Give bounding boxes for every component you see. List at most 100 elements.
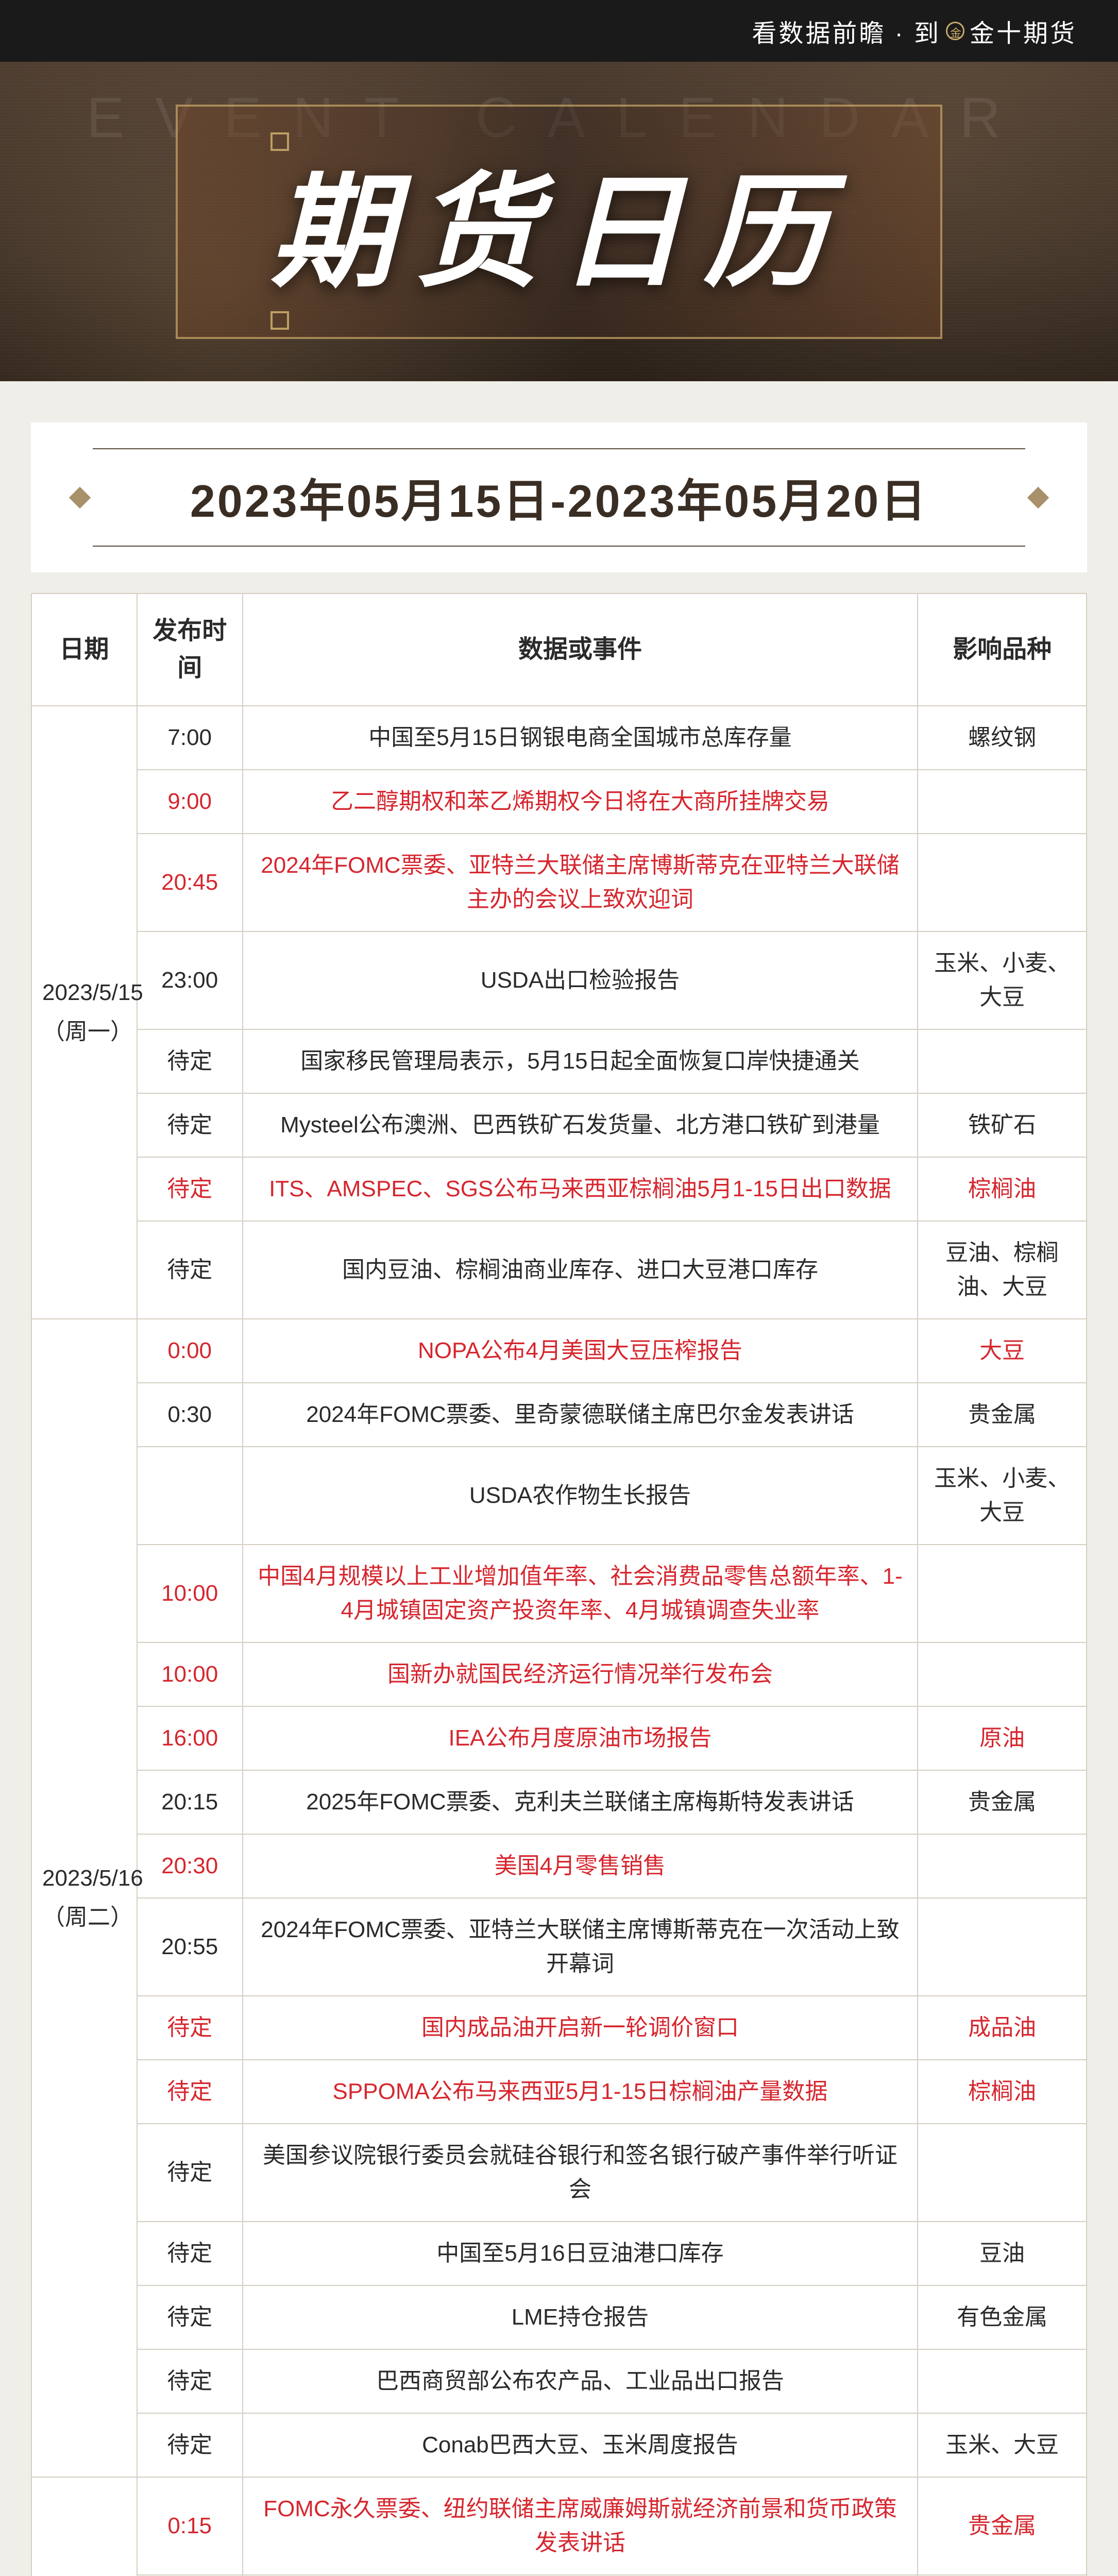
event-cell: Mysteel公布澳洲、巴西铁矿石发货量、北方港口铁矿到港量 (243, 1093, 918, 1157)
table-row: 待定美国参议院银行委员会就硅谷银行和签名银行破产事件举行听证会 (31, 2124, 1087, 2222)
time-cell: 待定 (137, 1996, 243, 2060)
impact-cell: 贵金属 (918, 1383, 1087, 1447)
impact-cell: 螺纹钢 (918, 706, 1087, 770)
event-cell: 美国4月零售销售 (243, 1834, 918, 1898)
time-cell: 待定 (137, 2222, 243, 2285)
impact-cell (918, 834, 1087, 931)
time-cell: 待定 (137, 2413, 243, 2477)
date-cell: 2023/5/15（周一） (31, 706, 137, 1319)
impact-cell: 玉米、大豆 (918, 2413, 1087, 2477)
time-cell: 20:30 (137, 1834, 243, 1898)
impact-cell: 棕榈油 (918, 1157, 1087, 1221)
table-row: 2023/5/17（周三）0:15FOMC永久票委、纽约联储主席威廉姆斯就经济前… (31, 2477, 1087, 2575)
diamond-icon (1027, 486, 1049, 508)
col-event: 数据或事件 (243, 594, 918, 706)
col-time: 发布时间 (137, 594, 243, 706)
table-row: 待定国家移民管理局表示，5月15日起全面恢复口岸快捷通关 (31, 1029, 1087, 1093)
event-cell: 中国至5月15日钢银电商全国城市总库存量 (243, 706, 918, 770)
diamond-icon (69, 486, 91, 508)
event-cell: USDA农作物生长报告 (243, 1447, 918, 1545)
time-cell: 待定 (137, 2124, 243, 2222)
event-cell: 乙二醇期权和苯乙烯期权今日将在大商所挂牌交易 (243, 770, 918, 834)
event-cell: 2024年FOMC票委、亚特兰大联储主席博斯蒂克在一次活动上致开幕词 (243, 1898, 918, 1996)
table-row: 20:152025年FOMC票委、克利夫兰联储主席梅斯特发表讲话贵金属 (31, 1770, 1087, 1834)
table-row: 2023/5/16（周二）0:00NOPA公布4月美国大豆压榨报告大豆 (31, 1319, 1087, 1383)
impact-cell: 玉米、小麦、大豆 (918, 931, 1087, 1029)
table-row: 16:00IEA公布月度原油市场报告原油 (31, 1706, 1087, 1770)
calendar-table: 日期 发布时间 数据或事件 影响品种 2023/5/15（周一）7:00中国至5… (31, 593, 1087, 2576)
time-cell: 10:00 (137, 1545, 243, 1642)
event-cell: FOMC永久票委、纽约联储主席威廉姆斯就经济前景和货币政策发表讲话 (243, 2477, 918, 2575)
table-row: 10:00中国4月规模以上工业增加值年率、社会消费品零售总额年率、1-4月城镇固… (31, 1545, 1087, 1642)
time-cell: 20:15 (137, 1770, 243, 1834)
impact-cell: 有色金属 (918, 2285, 1087, 2349)
event-cell: Conab巴西大豆、玉米周度报告 (243, 2413, 918, 2477)
date-range-banner: 2023年05月15日-2023年05月20日 (31, 422, 1087, 572)
impact-cell (918, 1834, 1087, 1898)
time-cell: 16:00 (137, 1706, 243, 1770)
impact-cell: 铁矿石 (918, 1093, 1087, 1157)
table-row: 待定SPPOMA公布马来西亚5月1-15日棕榈油产量数据棕榈油 (31, 2060, 1087, 2124)
table-row: 待定国内豆油、棕榈油商业库存、进口大豆港口库存豆油、棕榈油、大豆 (31, 1221, 1087, 1319)
impact-cell (918, 1898, 1087, 1996)
table-row: 10:00国新办就国民经济运行情况举行发布会 (31, 1642, 1087, 1706)
time-cell: 待定 (137, 2285, 243, 2349)
event-cell: 国内豆油、棕榈油商业库存、进口大豆港口库存 (243, 1221, 918, 1319)
event-cell: 2024年FOMC票委、亚特兰大联储主席博斯蒂克在亚特兰大联储主办的会议上致欢迎… (243, 834, 918, 931)
topbar-text-right: 金十期货 (970, 13, 1077, 49)
time-cell: 待定 (137, 1157, 243, 1221)
table-row: 20:30美国4月零售销售 (31, 1834, 1087, 1898)
table-row: 待定巴西商贸部公布农产品、工业品出口报告 (31, 2349, 1087, 2413)
impact-cell: 大豆 (918, 1319, 1087, 1383)
table-row: 20:452024年FOMC票委、亚特兰大联储主席博斯蒂克在亚特兰大联储主办的会… (31, 834, 1087, 931)
logo-icon (946, 22, 964, 40)
event-cell: 国内成品油开启新一轮调价窗口 (243, 1996, 918, 2060)
table-row: 9:00乙二醇期权和苯乙烯期权今日将在大商所挂牌交易 (31, 770, 1087, 834)
time-cell: 待定 (137, 2349, 243, 2413)
time-cell (137, 1447, 243, 1545)
time-cell: 待定 (137, 1093, 243, 1157)
table-row: 2023/5/15（周一）7:00中国至5月15日钢银电商全国城市总库存量螺纹钢 (31, 706, 1087, 770)
impact-cell: 贵金属 (918, 1770, 1087, 1834)
impact-cell: 玉米、小麦、大豆 (918, 1447, 1087, 1545)
time-cell: 待定 (137, 2060, 243, 2124)
impact-cell: 棕榈油 (918, 2060, 1087, 2124)
impact-cell (918, 1642, 1087, 1706)
impact-cell: 原油 (918, 1706, 1087, 1770)
event-cell: USDA出口检验报告 (243, 931, 918, 1029)
event-cell: 美国参议院银行委员会就硅谷银行和签名银行破产事件举行听证会 (243, 2124, 918, 2222)
impact-cell: 豆油 (918, 2222, 1087, 2285)
table-row: 待定ITS、AMSPEC、SGS公布马来西亚棕榈油5月1-15日出口数据棕榈油 (31, 1157, 1087, 1221)
topbar: 看数据前瞻 · 到 金十期货 (0, 0, 1118, 62)
event-cell: SPPOMA公布马来西亚5月1-15日棕榈油产量数据 (243, 2060, 918, 2124)
calendar-table-wrap: 日期 发布时间 数据或事件 影响品种 2023/5/15（周一）7:00中国至5… (31, 593, 1087, 2576)
event-cell: 2024年FOMC票委、里奇蒙德联储主席巴尔金发表讲话 (243, 1383, 918, 1447)
table-row: USDA农作物生长报告玉米、小麦、大豆 (31, 1447, 1087, 1545)
impact-cell (918, 2349, 1087, 2413)
event-cell: IEA公布月度原油市场报告 (243, 1706, 918, 1770)
time-cell: 20:45 (137, 834, 243, 931)
impact-cell: 贵金属 (918, 2477, 1087, 2575)
event-cell: 国家移民管理局表示，5月15日起全面恢复口岸快捷通关 (243, 1029, 918, 1093)
time-cell: 0:30 (137, 1383, 243, 1447)
hero-frame: 期货日历 (176, 105, 942, 339)
table-row: 待定Conab巴西大豆、玉米周度报告玉米、大豆 (31, 2413, 1087, 2477)
event-cell: ITS、AMSPEC、SGS公布马来西亚棕榈油5月1-15日出口数据 (243, 1157, 918, 1221)
time-cell: 10:00 (137, 1642, 243, 1706)
table-row: 待定国内成品油开启新一轮调价窗口成品油 (31, 1996, 1087, 2060)
impact-cell (918, 1029, 1087, 1093)
time-cell: 20:55 (137, 1898, 243, 1996)
topbar-text-left: 看数据前瞻 · 到 (752, 13, 941, 49)
table-row: 23:00USDA出口检验报告玉米、小麦、大豆 (31, 931, 1087, 1029)
table-header-row: 日期 发布时间 数据或事件 影响品种 (31, 594, 1087, 706)
event-cell: 中国至5月16日豆油港口库存 (243, 2222, 918, 2285)
event-cell: 国新办就国民经济运行情况举行发布会 (243, 1642, 918, 1706)
impact-cell: 成品油 (918, 1996, 1087, 2060)
event-cell: LME持仓报告 (243, 2285, 918, 2349)
table-row: 0:302024年FOMC票委、里奇蒙德联储主席巴尔金发表讲话贵金属 (31, 1383, 1087, 1447)
impact-cell (918, 770, 1087, 834)
event-cell: NOPA公布4月美国大豆压榨报告 (243, 1319, 918, 1383)
hero-banner: EVENT CALENDAR 期货日历 (0, 62, 1118, 381)
event-cell: 巴西商贸部公布农产品、工业品出口报告 (243, 2349, 918, 2413)
time-cell: 0:00 (137, 1319, 243, 1383)
